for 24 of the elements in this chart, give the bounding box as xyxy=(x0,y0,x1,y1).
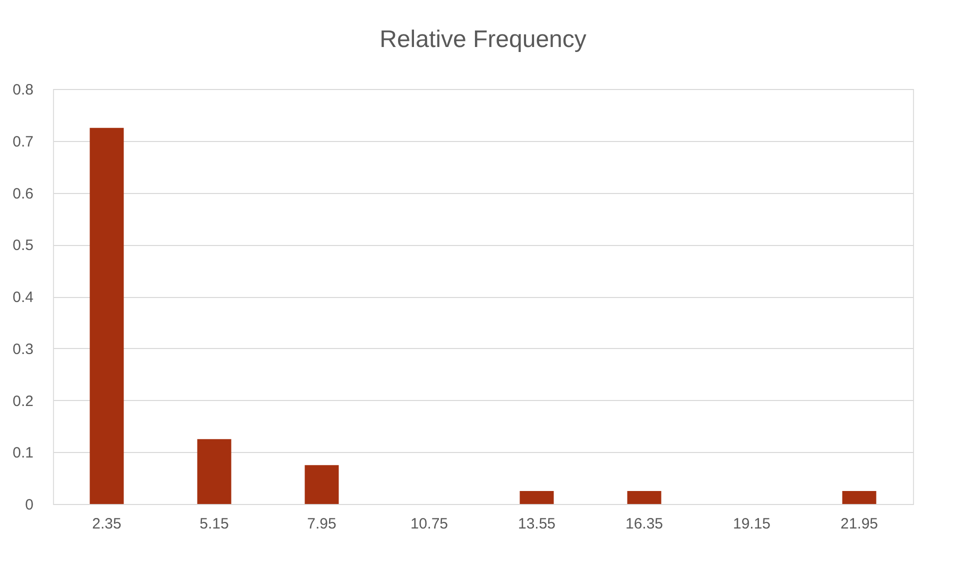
x-tick-label: 21.95 xyxy=(840,516,878,532)
y-tick-label: 0.2 xyxy=(12,392,34,410)
bar xyxy=(197,439,232,504)
x-tick-label: 5.15 xyxy=(200,516,229,532)
x-tick-label: 2.35 xyxy=(92,516,122,532)
y-tick-label: 0.4 xyxy=(12,289,34,306)
x-tick-label: 16.35 xyxy=(625,516,664,532)
bar xyxy=(90,128,124,504)
y-tick-label: 0.8 xyxy=(12,82,34,98)
bar xyxy=(520,491,554,504)
chart-title: Relative Frequency xyxy=(380,26,586,53)
bar xyxy=(304,465,339,504)
x-tick-label: 10.75 xyxy=(410,516,448,532)
x-tick-label: 13.55 xyxy=(518,516,556,532)
x-tick-label: 19.15 xyxy=(732,516,771,532)
y-tick-label: 0.6 xyxy=(12,185,34,202)
y-tick-label: 0.1 xyxy=(12,444,34,462)
bar xyxy=(627,491,662,504)
bar xyxy=(842,491,876,504)
y-tick-label: 0.3 xyxy=(12,340,34,358)
x-tick-label: 7.95 xyxy=(307,516,336,532)
y-tick-label: 0.5 xyxy=(12,237,34,254)
y-tick-label: 0.7 xyxy=(12,133,34,150)
y-tick-label: 0 xyxy=(25,496,34,514)
